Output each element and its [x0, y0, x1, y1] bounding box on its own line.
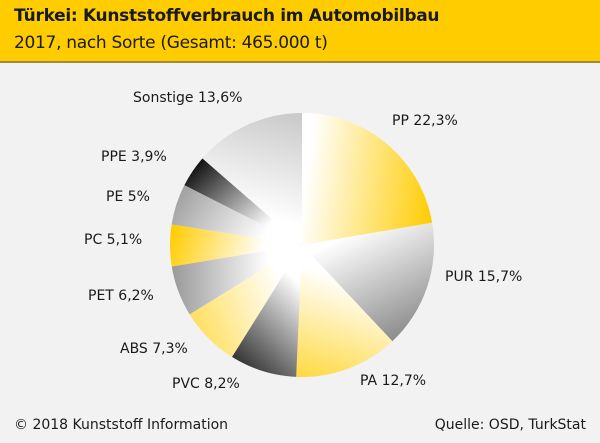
slice-label-pet: PET 6,2% [88, 288, 154, 304]
pie-slice-pe [171, 185, 302, 245]
slice-label-pc: PC 5,1% [84, 232, 143, 248]
pie-slice-pur [302, 222, 434, 342]
slice-label-pvc: PVC 8,2% [172, 376, 240, 392]
pie-slice-pet [171, 245, 302, 315]
slice-label-sonstige: Sonstige 13,6% [133, 90, 243, 106]
slice-label-pp: PP 22,3% [392, 113, 458, 129]
slice-label-pa: PA 12,7% [360, 373, 427, 389]
chart-header: Türkei: Kunststoffverbrauch im Automobil… [0, 0, 600, 63]
source-note: Quelle: OSD, TurkStat [434, 417, 586, 433]
pie-slice-pvc [231, 245, 302, 377]
slice-label-pe: PE 5% [106, 189, 150, 205]
slice-label-pur: PUR 15,7% [445, 269, 523, 285]
slice-label-ppe: PPE 3,9% [101, 149, 167, 165]
chart-subtitle: 2017, nach Sorte (Gesamt: 465.000 t) [14, 33, 328, 53]
slice-label-abs: ABS 7,3% [120, 341, 188, 357]
pie-slice-abs [189, 245, 302, 357]
pie-slice-pp [302, 113, 433, 245]
pie-slice-sonstige [202, 113, 302, 245]
pie-slice-pc [169, 224, 302, 267]
copyright-note: © 2018 Kunststoff Information [14, 417, 229, 433]
chart-title: Türkei: Kunststoffverbrauch im Automobil… [14, 6, 440, 26]
pie-slice-ppe [184, 158, 302, 245]
pie-slice-pa [296, 245, 393, 377]
